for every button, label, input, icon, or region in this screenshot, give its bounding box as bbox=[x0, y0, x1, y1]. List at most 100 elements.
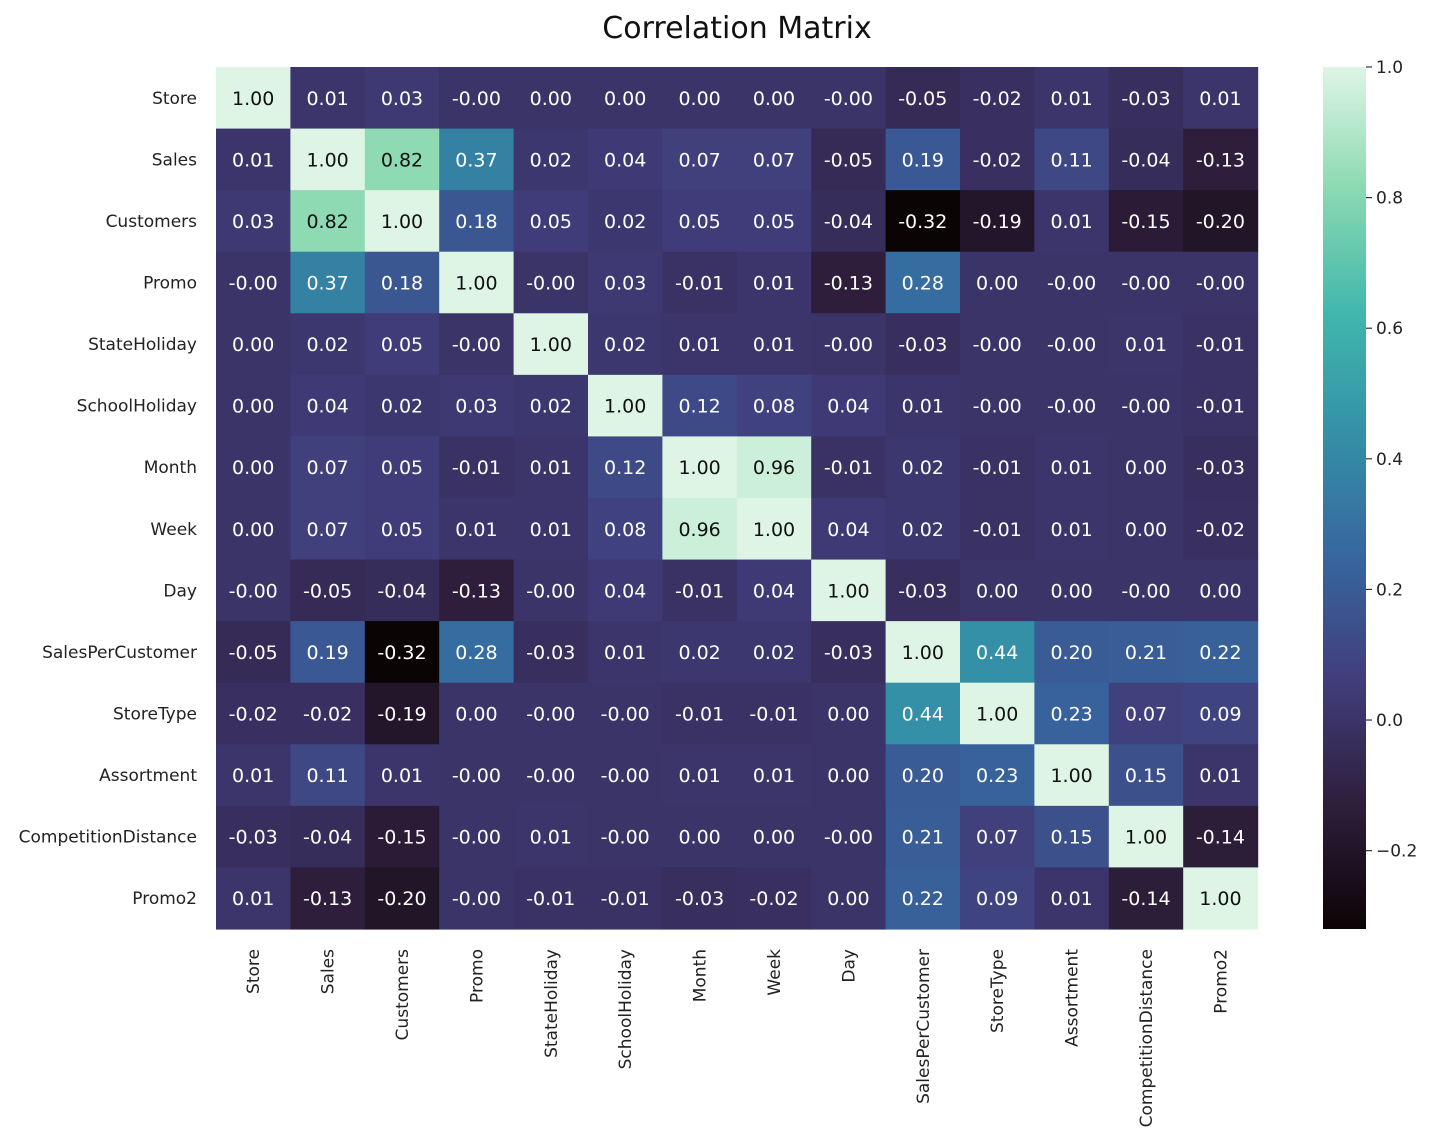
cell-value-label: 1.00 bbox=[753, 519, 795, 541]
cell-value-label: -0.15 bbox=[377, 827, 426, 849]
heatmap-cell bbox=[885, 805, 961, 869]
heatmap-cell bbox=[439, 128, 515, 191]
cell-value-label: -0.15 bbox=[1121, 211, 1170, 233]
cell-value-label: -0.02 bbox=[973, 149, 1022, 171]
row-label-day: Day bbox=[163, 581, 197, 601]
cell-value-label: -0.14 bbox=[1121, 888, 1170, 910]
cell-value-label: 0.44 bbox=[976, 642, 1018, 664]
heatmap-cell bbox=[290, 313, 366, 376]
cell-value-label: 0.96 bbox=[753, 457, 795, 479]
cell-value-label: 0.44 bbox=[902, 703, 944, 725]
heatmap-cell bbox=[736, 497, 812, 561]
cell-value-label: 1.00 bbox=[232, 88, 274, 110]
heatmap-cell bbox=[1108, 497, 1184, 561]
cell-value-label: -0.00 bbox=[229, 580, 278, 602]
cell-value-label: 0.03 bbox=[604, 273, 646, 295]
cell-value-label: -0.02 bbox=[749, 888, 798, 910]
heatmap-cell bbox=[588, 374, 663, 438]
cell-value-label: -0.01 bbox=[601, 888, 650, 910]
cell-value-label: 0.82 bbox=[306, 211, 348, 233]
cell-value-label: 0.04 bbox=[827, 396, 869, 418]
cell-value-label: -0.03 bbox=[1196, 457, 1245, 479]
cell-value-label: 0.01 bbox=[1199, 765, 1241, 787]
heatmap-cell bbox=[1108, 805, 1184, 869]
cell-value-label: 0.22 bbox=[1199, 642, 1241, 664]
colorbar-tick-label: −0.2 bbox=[1376, 842, 1417, 862]
heatmap-cell bbox=[588, 190, 663, 253]
heatmap-cell bbox=[364, 744, 440, 807]
cell-value-label: 0.03 bbox=[232, 211, 274, 233]
heatmap-cell bbox=[439, 67, 515, 130]
heatmap-cell bbox=[811, 559, 887, 622]
cell-value-label: 0.02 bbox=[530, 149, 572, 171]
row-label-month: Month bbox=[144, 458, 197, 478]
heatmap-cell bbox=[960, 559, 1035, 622]
heatmap-cell bbox=[811, 682, 887, 745]
heatmap-cell bbox=[364, 374, 440, 438]
cell-value-label: 0.00 bbox=[976, 580, 1018, 602]
colorbar-tick-label: 0.4 bbox=[1376, 450, 1403, 470]
cell-value-label: 0.01 bbox=[604, 642, 646, 664]
heatmap-cell bbox=[1108, 128, 1184, 191]
cell-value-label: -0.32 bbox=[377, 642, 426, 664]
cell-value-label: 0.05 bbox=[381, 519, 423, 541]
heatmap-cell bbox=[439, 313, 515, 376]
heatmap-cell bbox=[513, 374, 589, 438]
cell-value-label: 0.09 bbox=[1199, 703, 1241, 725]
heatmap-cell bbox=[588, 682, 663, 745]
heatmap-cell bbox=[885, 67, 961, 130]
heatmap-cell bbox=[1108, 190, 1184, 253]
cell-value-label: -0.03 bbox=[898, 334, 947, 356]
heatmap-cell bbox=[290, 67, 366, 130]
heatmap-cell bbox=[439, 744, 515, 807]
cell-value-label: 0.04 bbox=[604, 149, 646, 171]
heatmap-cell bbox=[364, 867, 440, 930]
cell-value-label: -0.13 bbox=[824, 273, 873, 295]
heatmap-cell bbox=[216, 559, 291, 622]
heatmap-cell bbox=[885, 682, 961, 745]
heatmap-cell bbox=[960, 374, 1035, 438]
heatmap-cell bbox=[1183, 128, 1259, 191]
heatmap-cell bbox=[216, 190, 291, 253]
heatmap-cell bbox=[960, 744, 1035, 807]
cell-value-label: -0.04 bbox=[377, 580, 426, 602]
cell-value-label: 0.04 bbox=[753, 580, 795, 602]
cell-value-label: 0.01 bbox=[753, 273, 795, 295]
cell-value-label: 0.82 bbox=[381, 149, 423, 171]
heatmap-cell bbox=[1108, 67, 1184, 130]
cell-value-label: 0.01 bbox=[530, 457, 572, 479]
cell-value-label: 0.05 bbox=[381, 334, 423, 356]
colorbar-ticks: 1.0 0.8 0.6 0.4 0.2 0.0 −0.2 bbox=[1366, 58, 1417, 862]
cell-value-label: -0.00 bbox=[452, 334, 501, 356]
column-label-week: Week bbox=[765, 949, 785, 996]
heatmap-cell bbox=[1183, 867, 1259, 930]
heatmap-cell bbox=[513, 128, 589, 191]
heatmap-cell bbox=[736, 128, 812, 191]
row-label-assortment: Assortment bbox=[99, 766, 197, 786]
heatmap-cell bbox=[216, 128, 291, 191]
cell-value-label: 0.05 bbox=[381, 457, 423, 479]
heatmap-cell bbox=[364, 67, 440, 130]
heatmap-cell bbox=[662, 128, 738, 191]
cell-value-label: -0.00 bbox=[1047, 273, 1096, 295]
heatmap-cell bbox=[439, 867, 515, 930]
colorbar-gradient bbox=[1323, 67, 1366, 929]
heatmap-cell bbox=[290, 559, 366, 622]
cell-value-label: 0.00 bbox=[753, 827, 795, 849]
heatmap-cell bbox=[1034, 374, 1110, 438]
heatmap-cell bbox=[736, 251, 812, 314]
heatmap-cell bbox=[736, 313, 812, 376]
cell-value-label: -0.04 bbox=[303, 827, 352, 849]
heatmap-cell bbox=[1108, 867, 1184, 930]
cell-value-label: 1.00 bbox=[976, 703, 1018, 725]
cell-value-label: -0.01 bbox=[675, 703, 724, 725]
cell-value-label: 0.21 bbox=[902, 827, 944, 849]
heatmap-cell bbox=[1108, 251, 1184, 314]
heatmap-cell bbox=[290, 128, 366, 191]
heatmap-cell bbox=[439, 436, 515, 499]
cell-value-label: -0.03 bbox=[229, 827, 278, 849]
column-label-state-holiday: StateHoliday bbox=[542, 949, 562, 1058]
column-label-promo: Promo bbox=[467, 949, 487, 1003]
cell-value-label: 0.00 bbox=[530, 88, 572, 110]
